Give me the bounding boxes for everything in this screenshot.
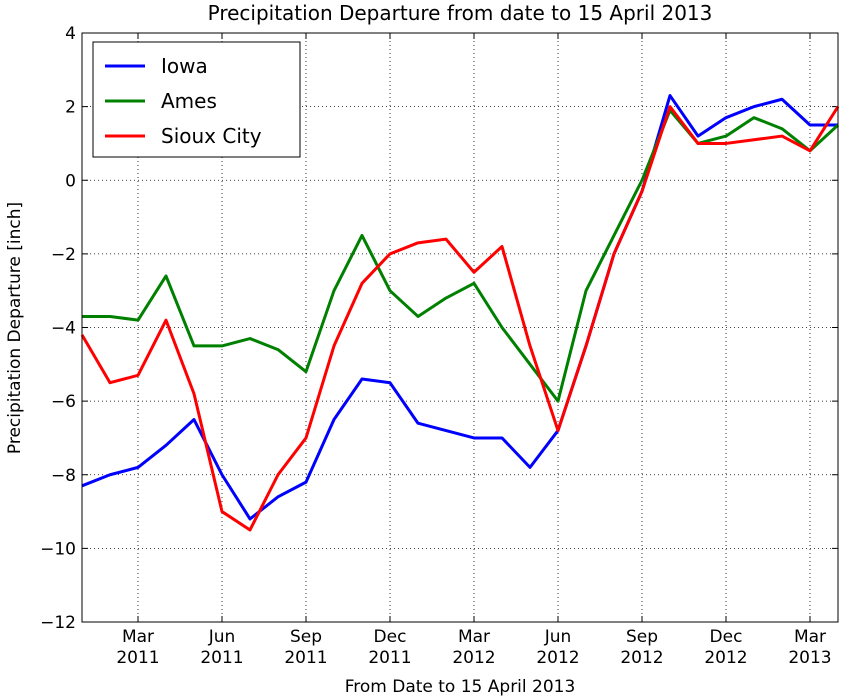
y-tick-label: −10 xyxy=(40,539,76,559)
y-tick-label: −2 xyxy=(51,245,76,265)
y-tick-label: −8 xyxy=(51,466,76,486)
x-tick-label: Jun 2012 xyxy=(536,627,579,668)
x-tick-label: Jun 2011 xyxy=(200,627,243,668)
x-tick-label: Dec 2012 xyxy=(704,627,747,668)
legend-label: Sioux City xyxy=(161,124,262,148)
x-tick-label: Sep 2012 xyxy=(620,627,663,668)
x-tick-label: Mar 2012 xyxy=(452,627,495,668)
y-axis-label: Precipitation Departure [inch] xyxy=(5,202,25,454)
x-tick-label: Mar 2011 xyxy=(116,627,159,668)
x-axis-label: From Date to 15 April 2013 xyxy=(345,677,576,697)
series-line xyxy=(81,94,838,521)
x-tick-label: Sep 2011 xyxy=(284,627,327,668)
legend-label: Iowa xyxy=(161,54,208,78)
y-tick-label: −12 xyxy=(40,613,76,633)
legend-label: Ames xyxy=(161,89,217,113)
y-tick-label: −4 xyxy=(51,319,76,339)
y-tick-label: 4 xyxy=(65,24,76,44)
series-line xyxy=(80,105,840,532)
y-tick-label: 0 xyxy=(65,171,76,191)
x-tick-label: Mar 2013 xyxy=(788,627,831,668)
y-tick-label: 2 xyxy=(65,98,76,118)
series-line xyxy=(82,108,840,403)
x-tick-label: Dec 2011 xyxy=(368,627,411,668)
chart-title: Precipitation Departure from date to 15 … xyxy=(208,1,713,25)
y-tick-label: −6 xyxy=(51,392,76,412)
plot-frame xyxy=(81,32,839,623)
